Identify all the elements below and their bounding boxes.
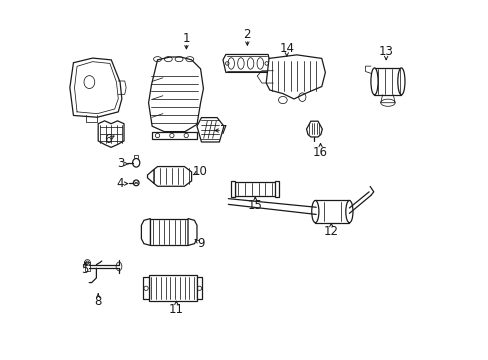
- Polygon shape: [141, 219, 150, 246]
- Text: 1: 1: [183, 32, 190, 45]
- Bar: [315, 201, 349, 223]
- Text: 9: 9: [197, 237, 204, 250]
- Text: 3: 3: [117, 157, 124, 170]
- Ellipse shape: [370, 68, 377, 95]
- Bar: [143, 277, 149, 300]
- Text: 8: 8: [94, 295, 102, 308]
- Text: 11: 11: [168, 303, 183, 316]
- Text: 16: 16: [312, 145, 327, 158]
- Polygon shape: [223, 54, 270, 72]
- Text: 6: 6: [103, 133, 111, 146]
- Bar: [196, 277, 202, 300]
- Polygon shape: [70, 58, 122, 117]
- Bar: [84, 262, 90, 271]
- Bar: [275, 181, 279, 197]
- Text: 7: 7: [220, 124, 227, 137]
- Ellipse shape: [311, 201, 318, 223]
- Polygon shape: [265, 55, 325, 99]
- Bar: [148, 275, 197, 301]
- Text: 13: 13: [378, 45, 393, 58]
- Bar: [234, 182, 275, 196]
- Polygon shape: [187, 219, 197, 246]
- Polygon shape: [98, 121, 124, 147]
- Polygon shape: [306, 121, 322, 137]
- Text: 4: 4: [116, 177, 123, 190]
- Text: 12: 12: [323, 225, 338, 238]
- Ellipse shape: [345, 201, 352, 223]
- Bar: [150, 219, 187, 246]
- Polygon shape: [197, 118, 224, 142]
- Bar: [152, 132, 197, 139]
- Text: 14: 14: [279, 41, 294, 54]
- Ellipse shape: [397, 68, 404, 95]
- Text: 2: 2: [243, 28, 251, 41]
- Text: 15: 15: [247, 199, 262, 212]
- Polygon shape: [148, 57, 203, 132]
- Text: 5: 5: [81, 263, 88, 276]
- Bar: [374, 68, 401, 95]
- Polygon shape: [147, 170, 154, 183]
- Bar: [230, 181, 235, 197]
- Polygon shape: [154, 167, 191, 186]
- Text: 10: 10: [192, 165, 207, 177]
